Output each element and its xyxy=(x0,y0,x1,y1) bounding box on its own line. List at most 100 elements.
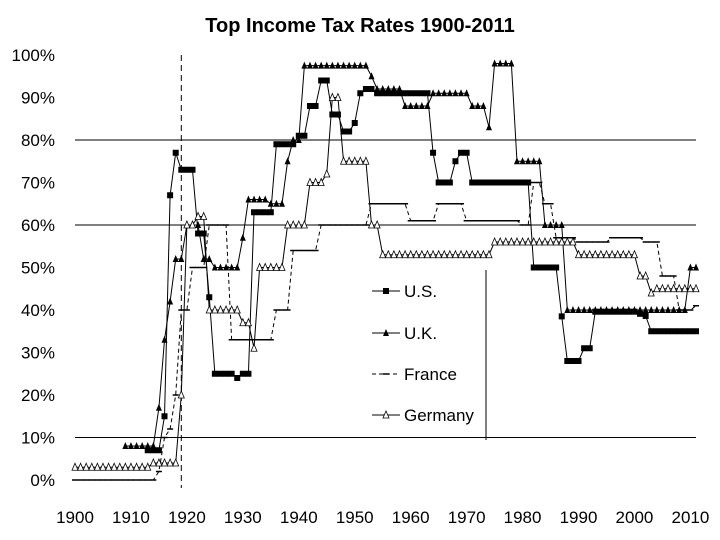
data-point xyxy=(637,306,644,313)
data-point xyxy=(200,230,207,237)
data-point xyxy=(234,375,241,381)
data-point xyxy=(513,179,520,186)
y-tick-label: 10% xyxy=(21,429,55,448)
data-point xyxy=(575,306,582,313)
data-point xyxy=(357,61,364,69)
data-point xyxy=(228,370,235,377)
data-point xyxy=(519,157,526,165)
data-point xyxy=(379,85,386,92)
data-point xyxy=(670,328,677,335)
data-point xyxy=(183,166,190,173)
data-point xyxy=(368,72,375,80)
data-point xyxy=(295,219,303,229)
data-point xyxy=(653,283,661,293)
data-point xyxy=(396,90,403,97)
data-point xyxy=(149,457,157,467)
data-point xyxy=(161,335,168,343)
data-point xyxy=(122,442,129,449)
data-point xyxy=(536,157,543,165)
legend-marker xyxy=(382,409,390,419)
y-tick-label: 50% xyxy=(21,259,55,278)
data-point xyxy=(395,249,404,259)
data-point xyxy=(435,249,443,259)
data-point xyxy=(71,462,79,471)
data-point xyxy=(161,413,168,420)
data-point xyxy=(402,102,409,109)
data-point xyxy=(569,358,576,364)
data-point xyxy=(374,85,381,92)
legend-label: U.S. xyxy=(404,282,437,301)
data-point xyxy=(290,141,297,148)
data-point xyxy=(423,249,432,259)
data-point xyxy=(261,262,269,271)
data-point xyxy=(262,195,269,203)
data-point xyxy=(155,447,162,454)
data-point xyxy=(412,249,420,259)
data-point xyxy=(104,462,113,471)
data-point xyxy=(569,306,576,313)
x-tick-label: 2010 xyxy=(671,508,709,527)
data-point xyxy=(329,61,336,69)
data-point xyxy=(267,199,274,207)
data-point xyxy=(658,283,667,293)
data-point xyxy=(418,102,425,109)
data-point xyxy=(458,149,465,156)
data-point xyxy=(211,304,219,314)
data-point xyxy=(486,123,492,131)
data-point xyxy=(569,236,577,246)
data-point xyxy=(340,128,347,135)
data-point xyxy=(496,236,504,246)
legend-label: U.K. xyxy=(404,324,437,343)
data-point xyxy=(535,236,543,246)
data-point xyxy=(362,86,369,92)
data-point xyxy=(205,304,213,314)
data-point xyxy=(351,61,358,69)
data-point xyxy=(206,255,213,262)
data-point xyxy=(648,306,655,313)
data-point xyxy=(121,462,129,471)
data-point xyxy=(144,447,151,454)
data-point xyxy=(430,149,437,156)
data-point xyxy=(234,263,241,271)
data-point xyxy=(636,270,644,280)
data-point xyxy=(346,61,353,69)
data-point xyxy=(463,249,471,259)
data-point xyxy=(564,306,571,313)
data-point xyxy=(474,102,481,109)
data-point xyxy=(216,304,225,314)
data-point xyxy=(530,236,538,246)
data-point xyxy=(502,59,509,67)
data-point xyxy=(463,89,470,97)
data-point xyxy=(546,236,555,246)
data-point xyxy=(76,462,85,471)
data-point xyxy=(558,313,565,320)
series-layer xyxy=(71,59,700,481)
data-point xyxy=(402,90,409,97)
data-point xyxy=(239,317,247,327)
data-point xyxy=(525,157,532,165)
data-point xyxy=(346,128,353,135)
data-point xyxy=(385,85,392,92)
data-point xyxy=(172,255,179,262)
data-point xyxy=(155,457,163,467)
data-point xyxy=(300,219,308,229)
data-point xyxy=(251,195,258,203)
data-point xyxy=(602,249,611,259)
data-point xyxy=(223,370,230,377)
data-point xyxy=(637,310,644,317)
data-point xyxy=(144,442,151,449)
data-point xyxy=(530,157,537,165)
data-point xyxy=(519,179,526,186)
x-tick-label: 1920 xyxy=(168,508,206,527)
data-point xyxy=(407,102,414,109)
data-point xyxy=(479,249,488,259)
data-point xyxy=(491,179,498,186)
data-point xyxy=(614,306,621,313)
data-point xyxy=(502,179,509,186)
data-point xyxy=(647,287,655,297)
data-point xyxy=(396,85,403,92)
data-point xyxy=(659,306,666,313)
y-tick-label: 60% xyxy=(21,216,55,235)
data-point xyxy=(384,249,392,259)
data-point xyxy=(681,283,689,293)
